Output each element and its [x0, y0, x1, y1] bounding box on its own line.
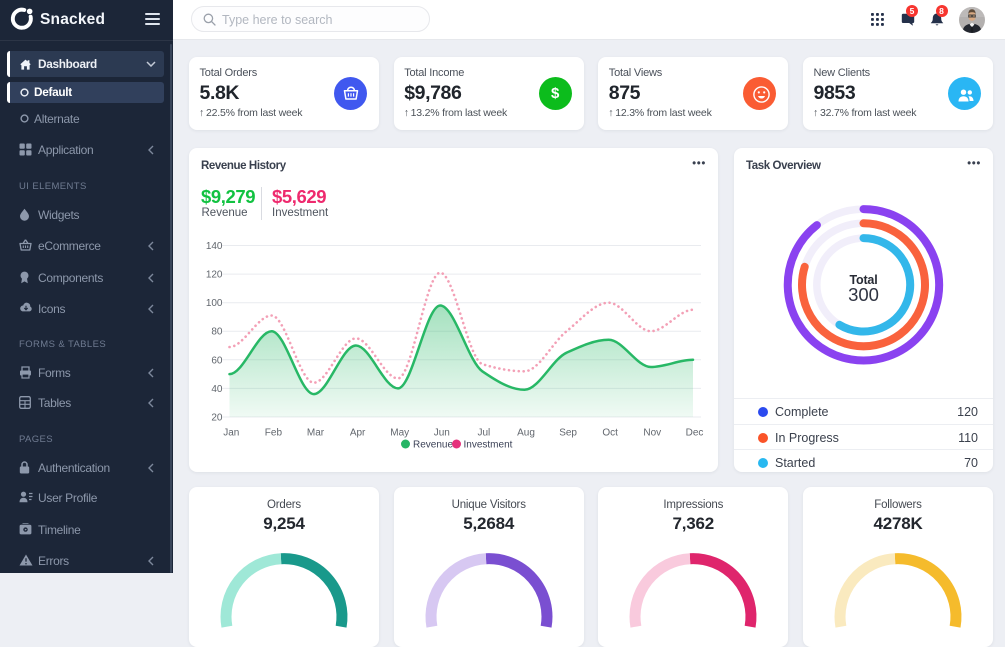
svg-text:Investment: Investment: [464, 440, 513, 451]
svg-text:Dec: Dec: [686, 428, 704, 439]
svg-text:20: 20: [211, 413, 223, 424]
svg-text:Jun: Jun: [434, 428, 450, 439]
svg-text:Jul: Jul: [478, 428, 491, 439]
svg-text:Feb: Feb: [265, 428, 283, 439]
svg-text:Oct: Oct: [602, 428, 618, 439]
svg-text:Jan: Jan: [223, 428, 239, 439]
svg-text:140: 140: [206, 241, 223, 252]
svg-text:100: 100: [206, 298, 223, 309]
svg-text:60: 60: [211, 355, 223, 366]
svg-text:Sep: Sep: [559, 428, 577, 439]
svg-text:120: 120: [206, 270, 223, 281]
svg-text:40: 40: [211, 384, 223, 395]
svg-text:300: 300: [848, 284, 879, 305]
svg-text:Aug: Aug: [517, 428, 535, 439]
svg-text:Revenue: Revenue: [413, 440, 453, 451]
svg-text:May: May: [390, 428, 409, 439]
svg-text:Apr: Apr: [350, 428, 366, 439]
svg-text:Nov: Nov: [643, 428, 661, 439]
svg-text:Total: Total: [850, 273, 878, 287]
svg-text:Mar: Mar: [307, 428, 325, 439]
svg-text:80: 80: [211, 327, 223, 338]
